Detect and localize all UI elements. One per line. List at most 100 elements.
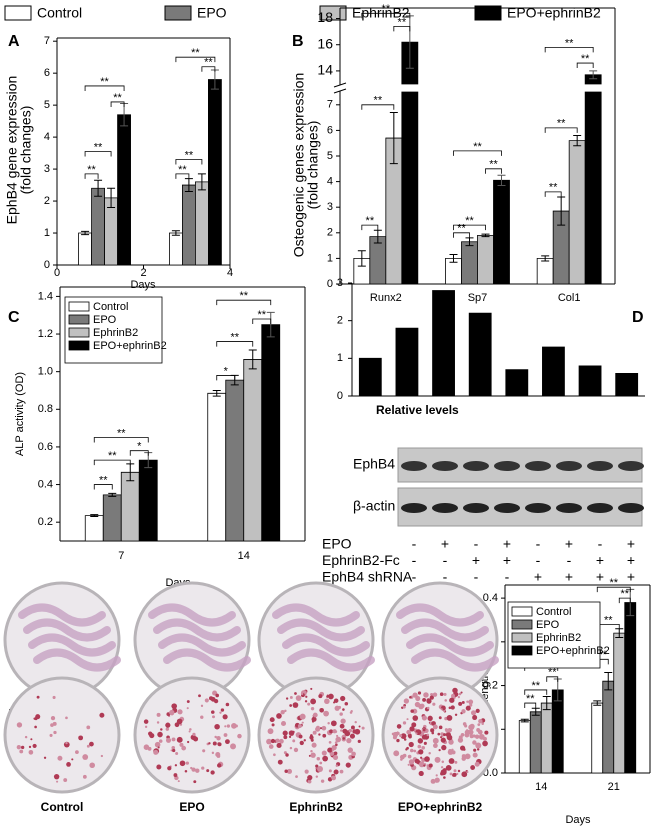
stain-dot [50,723,54,727]
error-bar [593,700,602,706]
stain-dot [326,694,329,697]
bar [624,602,637,774]
x-tick-label: 7 [118,550,124,562]
stain-dot [177,709,183,715]
stain-dot [275,738,280,743]
stain-dot [179,760,186,767]
bar [117,114,131,266]
bar [584,74,602,285]
significance-label: ** [113,92,122,104]
legend-swatch [4,5,32,21]
treatment-sign: + [596,552,604,568]
bar [84,515,104,542]
blot-band [494,461,520,471]
stain-dot [351,725,355,730]
stain-dot [457,769,461,773]
y-tick-label: 18 [317,9,333,25]
stain-dot [289,696,293,699]
y-tick-label: 2 [337,315,343,327]
stain-dot [409,726,415,732]
stain-dot [469,703,473,707]
stain-dot [391,732,395,736]
stain-dot [295,775,298,778]
stain-dot [453,769,457,773]
significance-bracket [361,224,379,231]
stain-dot [89,741,94,747]
stain-dot [100,754,104,758]
stain-dot [450,705,455,710]
stain-dot [411,722,417,728]
stain-dot [469,734,474,739]
stain-dot [210,770,215,775]
stain-dot [292,739,296,743]
stain-dot [396,738,400,743]
stain-dot [417,738,424,744]
significance-bracket [524,689,548,695]
stain-dot [171,745,176,750]
legend-label: EphrinB2 [536,632,581,644]
bar [169,232,183,266]
stain-dot [472,752,478,758]
legend-label: EphrinB2 [352,5,410,21]
stain-dot [287,768,293,774]
error-bar [573,135,582,147]
stain-dot [198,694,201,698]
stain-dot [408,759,415,765]
stain-dot [396,724,402,729]
stain-dot [393,750,400,757]
stain-dot [235,724,238,728]
stain-dot [32,743,37,749]
bar [195,181,209,266]
error-bar [81,230,90,236]
stain-dot [482,736,487,741]
stain-dot [323,710,329,717]
stain-dot [237,733,242,739]
significance-label: ** [604,614,613,626]
stain-dot [43,756,47,759]
bar [518,720,531,774]
stain-dot [56,780,59,783]
stain-dot [469,723,475,729]
stain-dot [428,763,433,768]
stain-dot [444,699,447,702]
stain-dot [71,758,74,761]
significance-label: * [224,365,229,377]
x-tick-label: 2 [140,267,146,279]
stain-dot [344,701,349,706]
stain-dot [303,739,306,742]
stain-dot [345,762,351,768]
y-tick-label: 3 [337,277,343,289]
bar [225,379,245,542]
stain-dot [304,769,309,774]
legend-swatch [68,340,90,351]
significance-label: ** [598,649,607,661]
y-axis-label: ALP activity (OD) [14,372,26,456]
stain-dot [160,728,163,731]
x-axis-label: Days [130,279,156,291]
stain-dot [315,726,321,732]
y-axis-label: Osteogenic genes expression [291,73,307,257]
y-tick-label: 0.4 [483,592,498,604]
bar [369,236,387,285]
stain-dot [427,715,433,721]
blot-band [618,503,644,513]
stain-dot [186,707,189,710]
bar [432,290,455,397]
stain-dot [215,752,221,758]
stain-dot [19,749,24,754]
significance-label: ** [87,164,96,176]
bar [505,369,529,397]
stain-dot [280,720,287,727]
stain-dot [225,739,230,745]
stain-dot [358,725,361,728]
blot-band [525,503,551,513]
bar [401,41,419,285]
y-tick-label: 14 [317,62,333,78]
stain-dot [414,758,420,764]
stain-dot [400,758,403,761]
treatment-sign: - [598,536,603,552]
stain-dot [175,752,179,755]
stain-dot [216,735,221,741]
blot-band [401,461,427,471]
stain-dot [472,715,478,721]
